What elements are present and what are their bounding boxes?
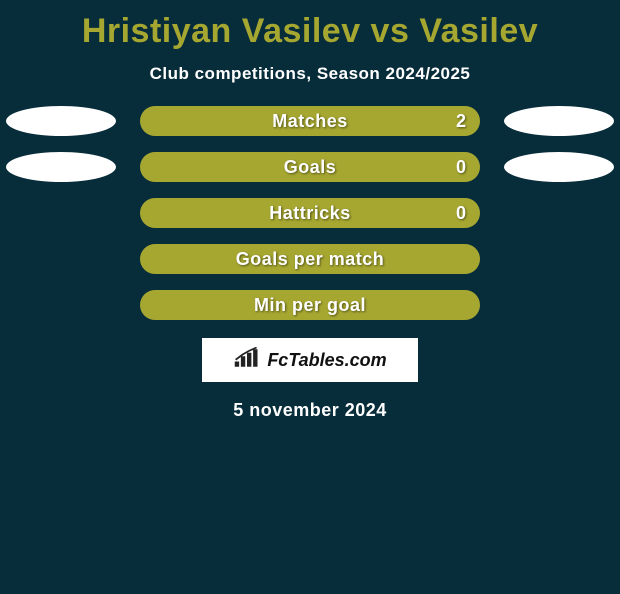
brand-icon <box>233 347 261 374</box>
stat-bar: Goals per match <box>140 244 480 274</box>
date-label: 5 november 2024 <box>0 400 620 421</box>
stat-row: Min per goal <box>0 290 620 320</box>
stat-value: 0 <box>456 203 466 224</box>
stat-bar: Min per goal <box>140 290 480 320</box>
right-ellipse <box>504 152 614 182</box>
stat-label: Goals per match <box>236 249 385 270</box>
left-ellipse <box>6 106 116 136</box>
stat-row: Goals per match <box>0 244 620 274</box>
stat-bar: Goals 0 <box>140 152 480 182</box>
stat-label: Goals <box>284 157 337 178</box>
left-ellipse <box>6 152 116 182</box>
stat-row: Hattricks 0 <box>0 198 620 228</box>
stat-label: Hattricks <box>269 203 351 224</box>
stat-value: 0 <box>456 157 466 178</box>
brand-text: FcTables.com <box>267 350 386 371</box>
subtitle: Club competitions, Season 2024/2025 <box>0 64 620 84</box>
stat-rows: Matches 2 Goals 0 Hattricks 0 Goals per match M… <box>0 106 620 320</box>
stat-row: Matches 2 <box>0 106 620 136</box>
stat-bar: Hattricks 0 <box>140 198 480 228</box>
stat-bar: Matches 2 <box>140 106 480 136</box>
stat-row: Goals 0 <box>0 152 620 182</box>
stat-label: Min per goal <box>254 295 366 316</box>
brand-badge: FcTables.com <box>202 338 418 382</box>
page-title: Hristiyan Vasilev vs Vasilev <box>0 14 620 48</box>
stat-value: 2 <box>456 111 466 132</box>
right-ellipse <box>504 106 614 136</box>
stat-label: Matches <box>272 111 348 132</box>
